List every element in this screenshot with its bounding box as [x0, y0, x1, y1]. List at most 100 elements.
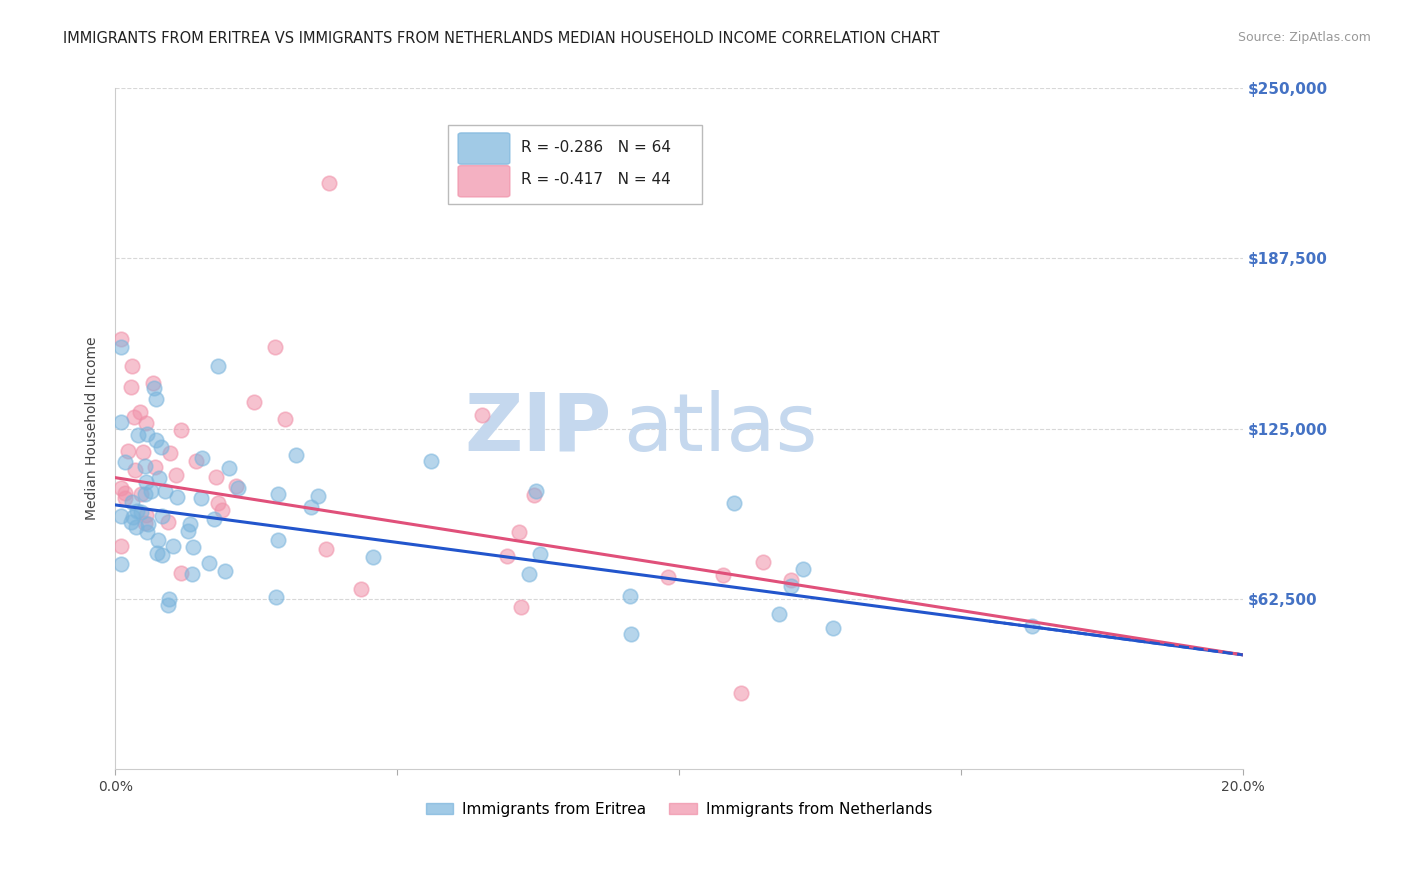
Point: [157, 515, 180, 529]
Point: [780, 579, 803, 593]
Point: [135, 475, 157, 489]
Point: [143, 460, 166, 475]
Text: ZIP: ZIP: [464, 390, 612, 467]
Point: [207, 359, 229, 373]
Point: [723, 496, 745, 510]
Y-axis label: Median Household Income: Median Household Income: [86, 337, 100, 520]
Point: [134, 459, 156, 474]
Point: [166, 490, 188, 504]
Point: [129, 487, 152, 501]
Point: [135, 508, 157, 523]
Point: [751, 555, 773, 569]
Point: [202, 511, 225, 525]
Point: [349, 582, 371, 596]
Point: [110, 509, 132, 524]
Point: [508, 524, 530, 539]
FancyBboxPatch shape: [458, 133, 510, 164]
Point: [145, 392, 167, 407]
FancyBboxPatch shape: [449, 126, 702, 203]
Point: [264, 340, 287, 354]
Point: [128, 405, 150, 419]
Point: [110, 539, 132, 553]
Point: [299, 500, 322, 515]
Point: [243, 395, 266, 409]
Point: [120, 515, 142, 529]
Point: [264, 590, 287, 604]
Point: [134, 516, 156, 530]
Point: [177, 524, 200, 539]
Point: [146, 546, 169, 560]
Point: [225, 479, 247, 493]
Point: [285, 448, 308, 462]
Point: [495, 549, 517, 564]
Point: [315, 542, 337, 557]
Legend: Immigrants from Eritrea, Immigrants from Netherlands: Immigrants from Eritrea, Immigrants from…: [419, 796, 938, 823]
Point: [110, 481, 132, 495]
Point: [110, 332, 132, 346]
Point: [205, 470, 228, 484]
Point: [121, 494, 143, 508]
Point: [169, 566, 191, 580]
Point: [471, 409, 494, 423]
Point: [136, 516, 159, 531]
Point: [266, 487, 288, 501]
Point: [114, 491, 136, 505]
Point: [529, 547, 551, 561]
Point: [146, 533, 169, 547]
Point: [150, 509, 173, 524]
Point: [711, 568, 734, 582]
Point: [768, 607, 790, 622]
Point: [149, 441, 172, 455]
Point: [821, 621, 844, 635]
Point: [363, 550, 385, 565]
Point: [169, 423, 191, 437]
Point: [117, 444, 139, 458]
Point: [125, 519, 148, 533]
Point: [122, 509, 145, 524]
Point: [114, 455, 136, 469]
Point: [191, 450, 214, 465]
Point: [779, 573, 801, 587]
Point: [274, 412, 297, 426]
Point: [619, 589, 641, 603]
Point: [181, 566, 204, 581]
Point: [524, 483, 547, 498]
Point: [124, 463, 146, 477]
Point: [120, 380, 142, 394]
Point: [181, 540, 204, 554]
Point: [523, 488, 546, 502]
Point: [114, 485, 136, 500]
Point: [1021, 619, 1043, 633]
Point: [145, 433, 167, 447]
Point: [267, 533, 290, 548]
Point: [157, 592, 180, 607]
Point: [730, 686, 752, 700]
FancyBboxPatch shape: [458, 166, 510, 197]
Point: [419, 454, 441, 468]
Point: [214, 564, 236, 578]
Point: [657, 569, 679, 583]
Point: [148, 471, 170, 485]
Point: [121, 359, 143, 373]
Point: [519, 567, 541, 582]
Point: [150, 548, 173, 562]
Point: [179, 517, 201, 532]
Text: atlas: atlas: [623, 390, 817, 467]
Point: [218, 461, 240, 475]
Point: [135, 525, 157, 540]
Point: [155, 484, 177, 499]
Point: [620, 627, 643, 641]
Text: Source: ZipAtlas.com: Source: ZipAtlas.com: [1237, 31, 1371, 45]
Point: [156, 599, 179, 613]
Text: R = -0.417   N = 44: R = -0.417 N = 44: [522, 172, 671, 187]
Point: [143, 381, 166, 395]
Point: [318, 176, 340, 190]
Point: [792, 561, 814, 575]
Point: [110, 557, 132, 571]
Point: [129, 505, 152, 519]
Point: [307, 489, 329, 503]
Point: [207, 496, 229, 510]
Point: [162, 539, 184, 553]
Point: [135, 416, 157, 430]
Point: [142, 376, 165, 390]
